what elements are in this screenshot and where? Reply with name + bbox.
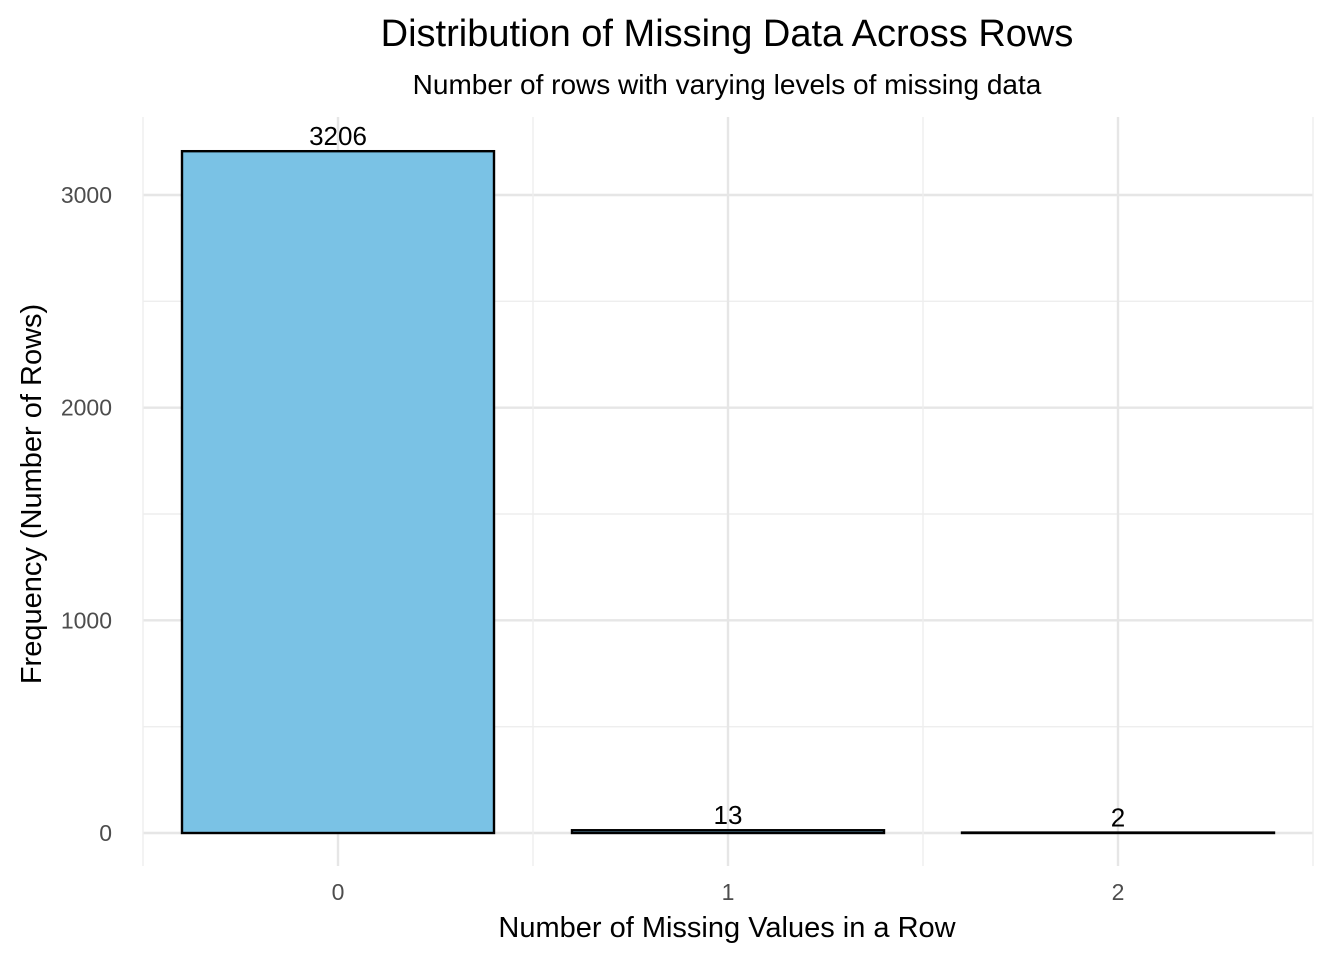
x-axis-title: Number of Missing Values in a Row — [498, 912, 956, 944]
y-tick-label: 1000 — [61, 607, 112, 633]
data-label-2: 2 — [1111, 803, 1125, 833]
y-tick-label: 3000 — [61, 182, 112, 208]
x-tick-label: 2 — [1112, 879, 1125, 905]
x-tick-label: 1 — [722, 879, 735, 905]
bar-1 — [570, 829, 886, 835]
x-tick-label: 0 — [332, 879, 345, 905]
y-tick-label: 0 — [99, 820, 112, 846]
data-label-0: 3206 — [309, 121, 367, 151]
bar-0 — [180, 149, 496, 835]
data-label-1: 13 — [714, 800, 743, 830]
chart-subtitle: Number of rows with varying levels of mi… — [413, 69, 1042, 100]
data-labels: 3206 13 2 — [309, 121, 1125, 832]
bars — [180, 149, 1276, 835]
y-tick-label: 2000 — [61, 395, 112, 421]
x-axis-ticks: 0 1 2 — [332, 879, 1125, 905]
y-axis-ticks: 0 1000 2000 3000 — [61, 182, 112, 846]
chart-title: Distribution of Missing Data Across Rows — [381, 13, 1074, 55]
y-axis-title: Frequency (Number of Rows) — [16, 304, 48, 684]
